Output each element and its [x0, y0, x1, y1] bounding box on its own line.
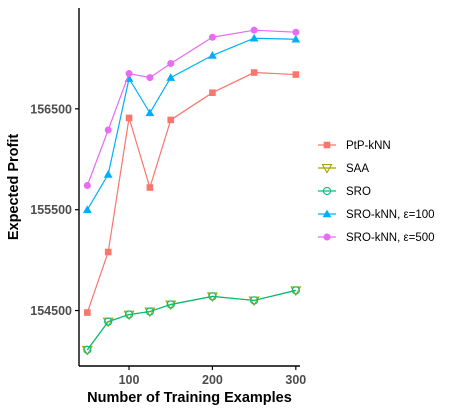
data-point	[146, 74, 154, 82]
data-point	[250, 69, 258, 76]
data-point	[84, 309, 91, 316]
data-point	[208, 292, 217, 301]
series-line	[86, 29, 296, 186]
series-sro-knn-500	[83, 26, 300, 189]
legend-item: PtP-kNN	[318, 140, 391, 152]
data-point	[103, 169, 113, 178]
data-point	[83, 345, 92, 355]
data-point	[145, 108, 155, 117]
x-tick-label: 100	[119, 373, 140, 387]
legend-label: SAA	[346, 163, 369, 175]
series-sro-knn-100	[82, 33, 301, 213]
data-point	[291, 286, 300, 295]
data-point	[292, 71, 300, 78]
series-line	[86, 289, 296, 351]
data-point	[82, 205, 92, 213]
series-layer	[81, 26, 302, 356]
data-point	[146, 184, 154, 191]
data-point	[83, 181, 91, 189]
data-point	[291, 34, 301, 43]
data-point	[249, 296, 259, 305]
legend-marker	[322, 186, 332, 196]
data-point	[104, 317, 113, 326]
y-tick-label: 156500	[30, 102, 72, 116]
data-point	[145, 307, 155, 316]
y-tick-label: 154500	[30, 304, 72, 318]
y-axis-ticks: 154500 155500 156500	[30, 102, 79, 318]
series-line	[86, 289, 296, 351]
y-tick-label: 155500	[30, 203, 72, 217]
legend-label: SRO	[346, 186, 371, 198]
data-point	[104, 126, 112, 134]
legend-item: SAA	[318, 163, 369, 175]
data-point	[208, 50, 217, 59]
data-point	[124, 310, 134, 319]
plot-area	[81, 26, 302, 356]
y-axis-title: Expected Profit	[6, 134, 22, 241]
data-point	[208, 33, 216, 41]
series-line	[86, 37, 296, 210]
legend-item: SRO-kNN, ε=500	[318, 232, 435, 244]
data-point	[292, 28, 300, 36]
data-point	[166, 73, 176, 81]
x-axis-ticks: 100 200 300	[119, 366, 306, 387]
data-point	[249, 33, 259, 42]
legend-marker	[321, 164, 333, 174]
data-point	[167, 59, 175, 67]
data-point	[125, 114, 133, 122]
legend: PtP-kNN SAA SRO SRO-kNN, ε=100 SRO-kNN, ε=50…	[318, 140, 435, 244]
data-point	[125, 70, 133, 78]
x-tick-label: 300	[285, 373, 306, 387]
data-point	[209, 89, 216, 97]
x-axis-title: Number of Training Examples	[87, 390, 292, 406]
legend-label: SRO-kNN, ε=500	[346, 232, 435, 244]
series-line	[86, 71, 296, 313]
series-ptp-knn	[84, 69, 300, 316]
data-point	[167, 116, 175, 124]
x-tick-label: 200	[202, 373, 223, 387]
legend-marker	[323, 233, 331, 241]
series-sro	[83, 286, 300, 355]
data-point	[250, 26, 258, 34]
legend-item: SRO-kNN, ε=100	[318, 209, 435, 221]
data-point	[166, 300, 175, 309]
data-point	[104, 248, 112, 256]
legend-label: SRO-kNN, ε=100	[346, 209, 435, 221]
legend-marker	[323, 141, 331, 149]
legend-label: PtP-kNN	[346, 140, 391, 152]
legend-item: SRO	[318, 186, 371, 198]
legend-marker	[322, 209, 332, 218]
